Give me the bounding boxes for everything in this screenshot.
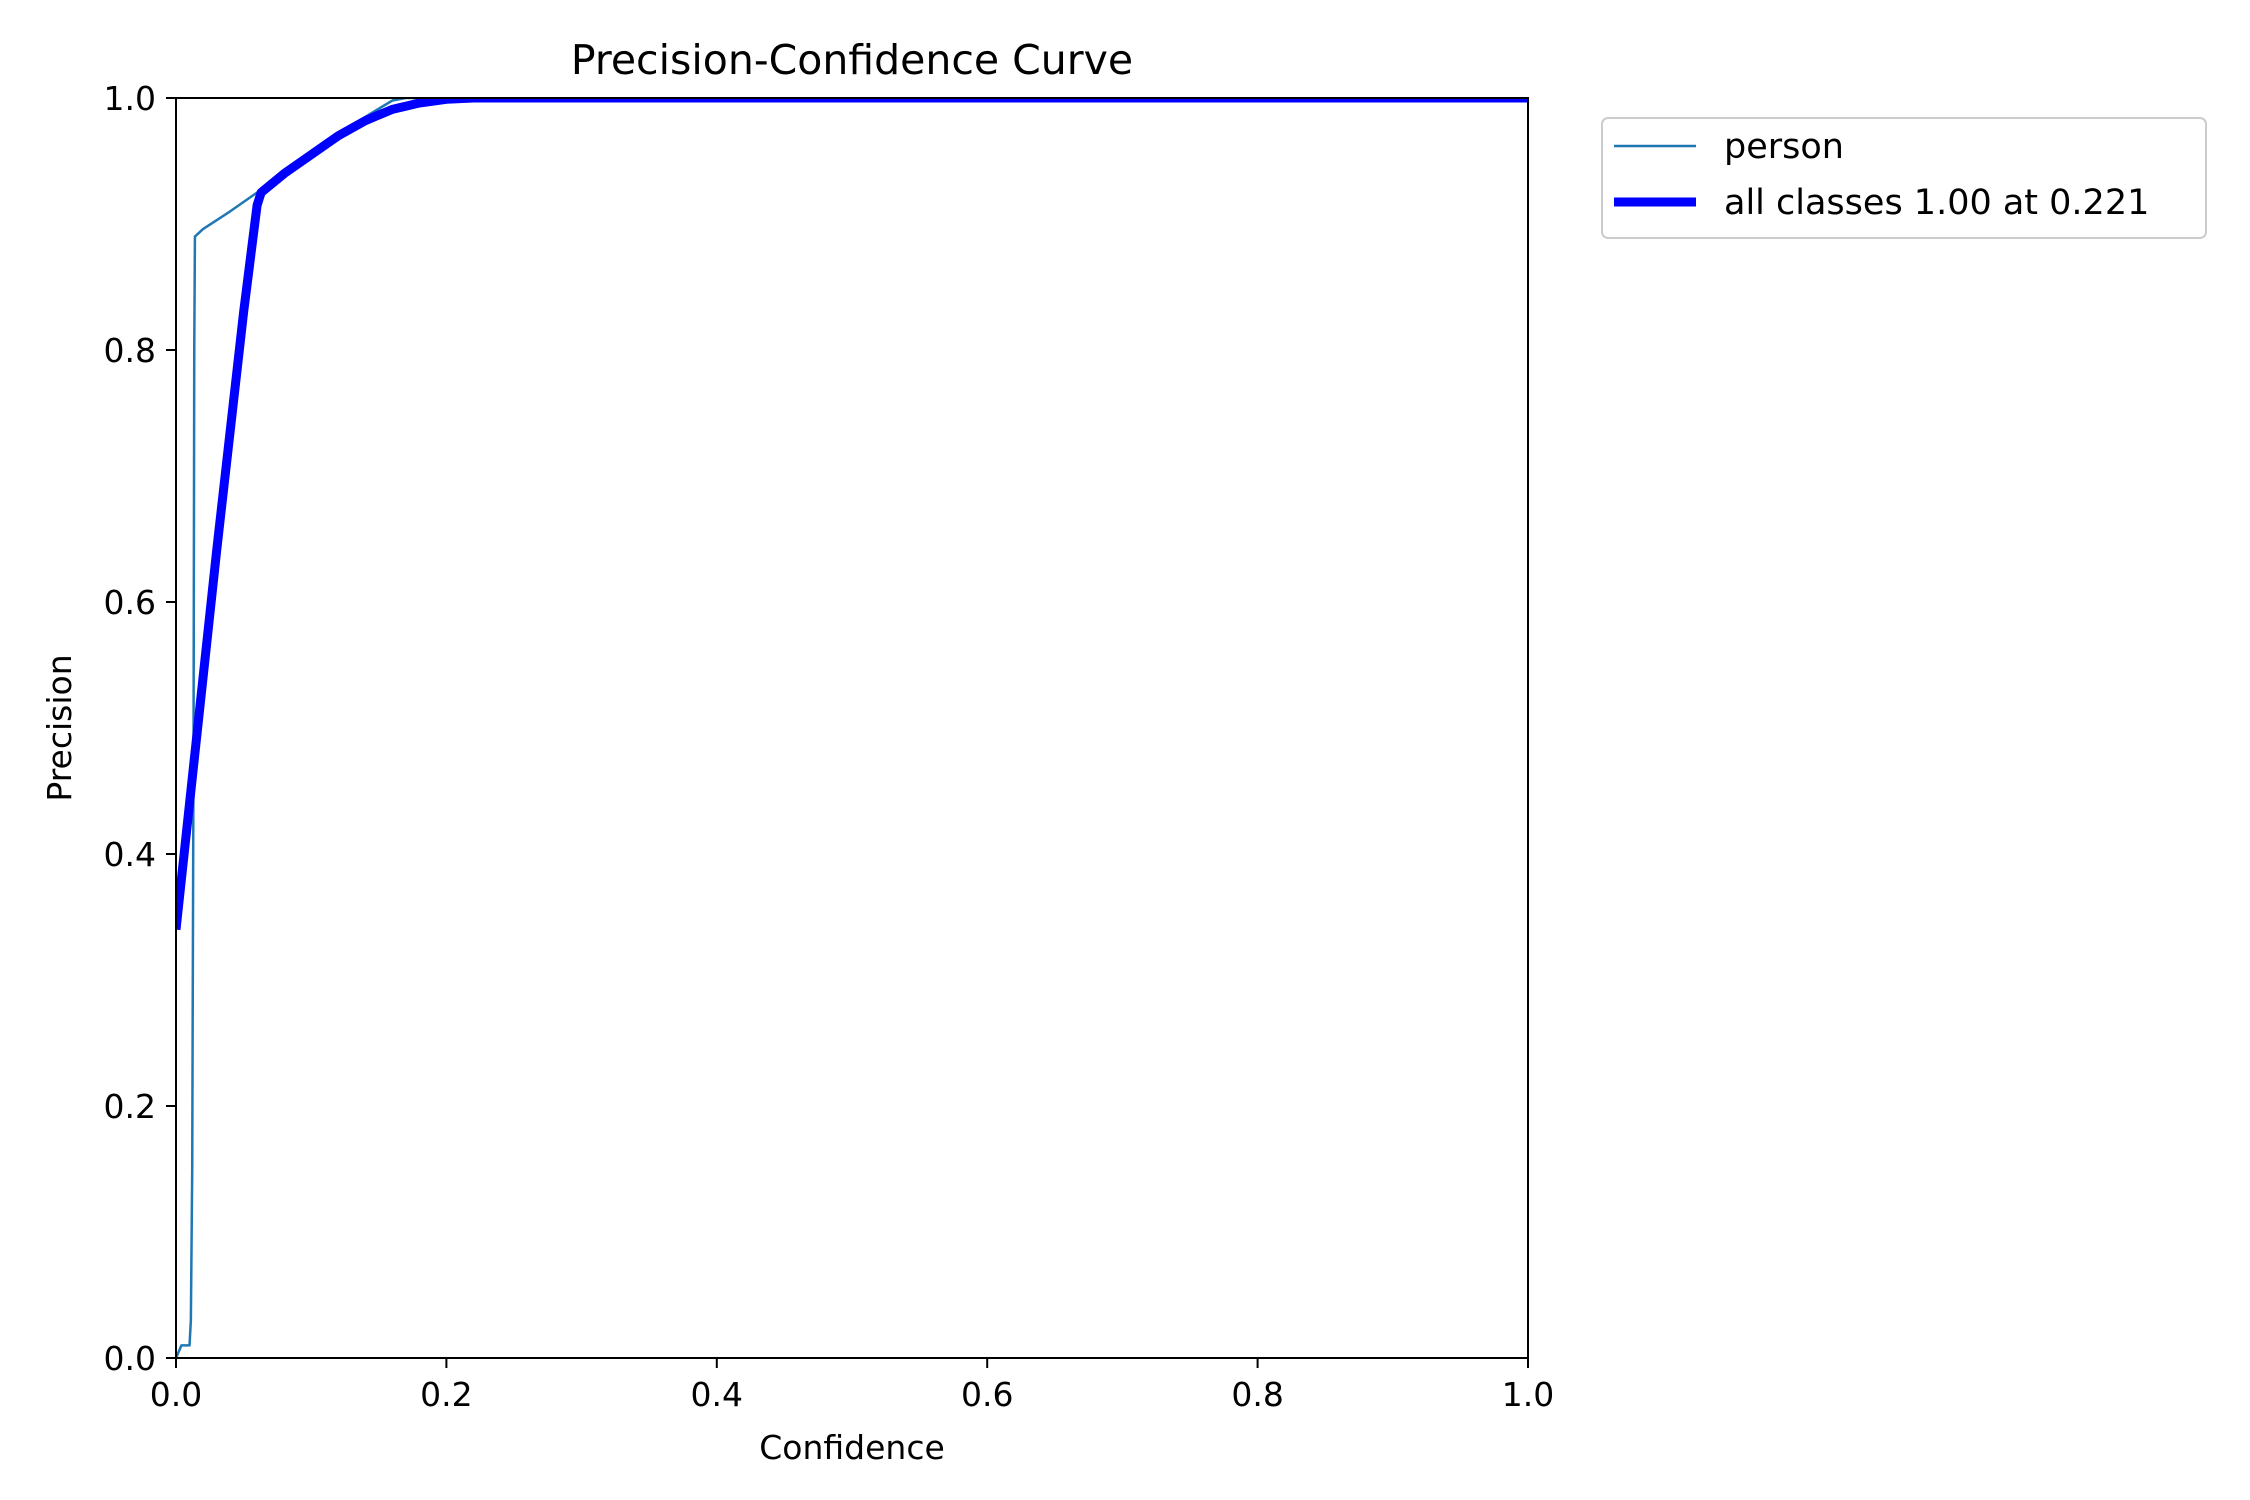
legend-label-all-classes: all classes 1.00 at 0.221 [1724,183,2149,223]
y-tick-label: 0.2 [104,1087,156,1126]
chart-title: Precision-Confidence Curve [571,36,1133,84]
y-tick-label: 0.4 [104,835,156,874]
x-tick-label: 0.6 [961,1375,1013,1414]
x-tick-label: 0.4 [691,1375,743,1414]
y-tick-label: 1.0 [104,79,156,118]
y-tick-label: 0.8 [104,331,156,370]
legend: person all classes 1.00 at 0.221 [1601,117,2207,239]
x-tick-label: 1.0 [1502,1375,1554,1414]
y-tick-label: 0.0 [104,1339,156,1378]
x-tick-label: 0.0 [150,1375,202,1414]
y-axis-label: Precision [40,654,79,801]
x-tick-label: 0.8 [1231,1375,1283,1414]
series-layer [176,98,1528,1358]
legend-label-person: person [1724,127,1844,167]
x-tick-label: 0.2 [420,1375,472,1414]
y-axis-ticks: 0.0 0.2 0.4 0.6 0.8 1.0 [104,79,176,1378]
legend-box [1601,117,2207,239]
x-axis-label: Confidence [759,1428,945,1467]
y-tick-label: 0.6 [104,583,156,622]
series-line-all-classes [176,98,1528,931]
x-axis-ticks: 0.0 0.2 0.4 0.6 0.8 1.0 [150,1358,1554,1414]
plot-frame [175,97,1529,1359]
